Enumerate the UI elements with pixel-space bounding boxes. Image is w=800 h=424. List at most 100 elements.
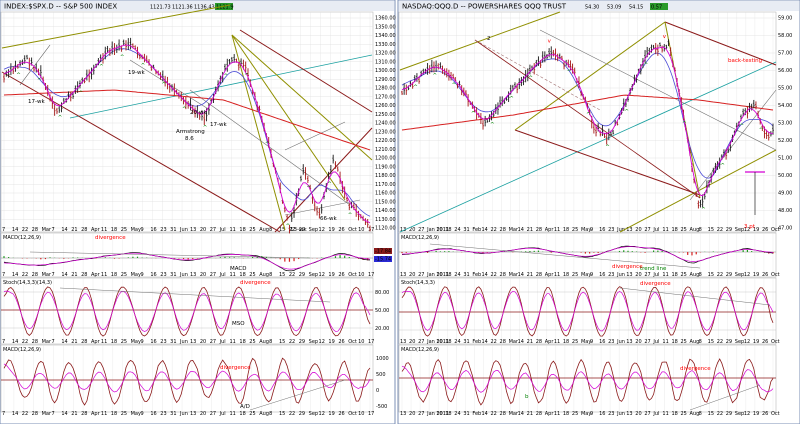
left-buy-marker: ^ bbox=[16, 72, 21, 78]
left-date-tick: 10 bbox=[358, 339, 364, 345]
right-label-2: 2 bbox=[487, 36, 491, 42]
right-macd-hist-bar bbox=[644, 252, 646, 253]
left-stoch-divergence: divergence bbox=[240, 280, 271, 286]
left-maroon-lower-line bbox=[1, 71, 281, 233]
left-date-tick: Sep bbox=[309, 339, 318, 345]
left-buy-marker: ^ bbox=[244, 73, 249, 79]
left-date-tick: 14 bbox=[12, 272, 18, 278]
right-buy-marker: ^ bbox=[509, 96, 514, 102]
left-date-tick: 8 bbox=[269, 272, 272, 278]
left-date-tick: Sep bbox=[309, 411, 318, 417]
left-price-tick: 1170.00 bbox=[375, 182, 396, 188]
left-date-tick: 15 bbox=[279, 411, 285, 417]
left-date-tick: 18 bbox=[239, 411, 245, 417]
left-date-tick: 28 bbox=[32, 411, 38, 417]
left-buy-marker: ^ bbox=[286, 223, 291, 229]
right-stoch-divergence: divergence bbox=[640, 281, 671, 287]
right-buy-marker: ^ bbox=[682, 121, 687, 127]
left-date-tick: Mar bbox=[42, 339, 52, 345]
left-buy-marker: ^ bbox=[223, 73, 228, 79]
right-date-tick: Sep bbox=[735, 272, 744, 278]
left-price-tick: 1180.00 bbox=[375, 173, 396, 179]
left-date-tick: 19 bbox=[328, 411, 334, 417]
right-price-tick: 59.00 bbox=[778, 16, 792, 22]
left-date-tick: 17 bbox=[368, 411, 374, 417]
left-label-20wk: 20-wk bbox=[190, 110, 207, 116]
left-date-tick: Aug bbox=[259, 272, 269, 278]
left-grey-channel-5 bbox=[19, 44, 51, 86]
left-stoch-level: 20.00 bbox=[375, 326, 389, 332]
left-date-tick: 22 bbox=[289, 411, 295, 417]
left-price-tick: 1190.00 bbox=[375, 164, 396, 170]
right-buy-marker: ^ bbox=[413, 85, 418, 91]
right-date-tick: 16 bbox=[599, 339, 605, 345]
right-date-tick: 20 bbox=[635, 339, 641, 345]
right-buy-marker: ^ bbox=[490, 122, 495, 128]
right-buy-marker: ^ bbox=[759, 127, 764, 133]
left-date-tick: 29 bbox=[299, 272, 305, 278]
right-date-tick: 19 bbox=[753, 339, 759, 345]
right-date-tick: 25 bbox=[681, 339, 687, 345]
right-date-tick: May bbox=[581, 227, 591, 233]
right-price-panel bbox=[398, 11, 777, 233]
right-date-tick: Apr bbox=[545, 227, 555, 233]
left-ad-signal bbox=[3, 363, 371, 393]
left-date-tick: 12 bbox=[319, 339, 325, 345]
left-teal-line bbox=[69, 54, 373, 119]
right-date-tick: 18 bbox=[563, 339, 569, 345]
left-macd-hist-bar bbox=[357, 258, 360, 259]
right-date-tick: Jun bbox=[616, 272, 625, 278]
left-price-tick: 1150.00 bbox=[375, 199, 396, 205]
left-stoch-level: 80.00 bbox=[375, 290, 389, 296]
left-price-tick: 1260.00 bbox=[375, 103, 396, 109]
left-annotations: 17-wk 19-wk 20-wk 17-wk Armstrong 8.6 66… bbox=[28, 70, 337, 233]
right-date-tick: 18 bbox=[671, 227, 677, 233]
left-price-tick: 1230.00 bbox=[375, 129, 396, 135]
right-maroon-lower bbox=[514, 129, 701, 196]
left-date-tick: 16 bbox=[150, 411, 156, 417]
left-price-tick: 1320.00 bbox=[375, 51, 396, 57]
left-buy-marker: ^ bbox=[58, 115, 63, 121]
left-date-tick: 15 bbox=[279, 272, 285, 278]
left-olive-fan-3 bbox=[231, 34, 373, 161]
right-date-tick: 13 bbox=[400, 339, 406, 345]
left-ma-magenta-line bbox=[3, 44, 371, 224]
right-dashed-channel bbox=[474, 39, 601, 111]
right-date-tick: 20 bbox=[635, 227, 641, 233]
right-price-tick: 48.00 bbox=[778, 208, 792, 214]
left-date-tick: 27 bbox=[210, 227, 216, 233]
right-date-tick: Jul bbox=[652, 411, 659, 417]
right-date-tick: 29 bbox=[726, 227, 732, 233]
left-macd-panel bbox=[0, 232, 374, 278]
left-date-tick: 28 bbox=[81, 411, 87, 417]
right-buy-marker: ^ bbox=[586, 112, 591, 118]
right-ad-line bbox=[401, 358, 774, 406]
right-buy-marker: ^ bbox=[452, 82, 457, 88]
right-title-bar bbox=[399, 1, 799, 11]
right-date-tick: 20 bbox=[409, 272, 415, 278]
right-macd-hist-bar bbox=[746, 249, 749, 252]
right-date-tick: Oct bbox=[771, 411, 780, 417]
left-date-tick: 17 bbox=[368, 227, 374, 233]
right-date-tick: Jan 2011 bbox=[426, 411, 449, 417]
right-date-tick: 19 bbox=[753, 272, 759, 278]
right-date-tick: 18 bbox=[445, 227, 451, 233]
right-price-tick: 49.00 bbox=[778, 191, 792, 197]
right-macd-hist-bar bbox=[661, 250, 663, 252]
left-label-66wk: 66-wk bbox=[320, 216, 337, 222]
right-macd-divergence: divergence bbox=[612, 264, 643, 270]
left-date-tick: Mar bbox=[42, 411, 52, 417]
right-date-tick: 26 bbox=[762, 339, 768, 345]
right-date-tick: 20 bbox=[635, 411, 641, 417]
left-macd-hist-bar bbox=[132, 256, 134, 258]
left-date-tick: 20 bbox=[200, 339, 206, 345]
left-date-tick: 25 bbox=[249, 339, 255, 345]
left-date-tick: Aug bbox=[259, 339, 269, 345]
right-macd-hist-bar bbox=[687, 252, 689, 255]
right-header-values: 54.30 53.09 54.15 0.57 bbox=[585, 3, 668, 11]
left-date-tick: 14 bbox=[61, 227, 67, 233]
left-date-tick: Jul bbox=[219, 339, 226, 345]
left-macd-hist-bar bbox=[339, 255, 341, 258]
left-macd-hist-bar bbox=[293, 258, 295, 262]
right-macd-hist-bar bbox=[618, 250, 621, 252]
